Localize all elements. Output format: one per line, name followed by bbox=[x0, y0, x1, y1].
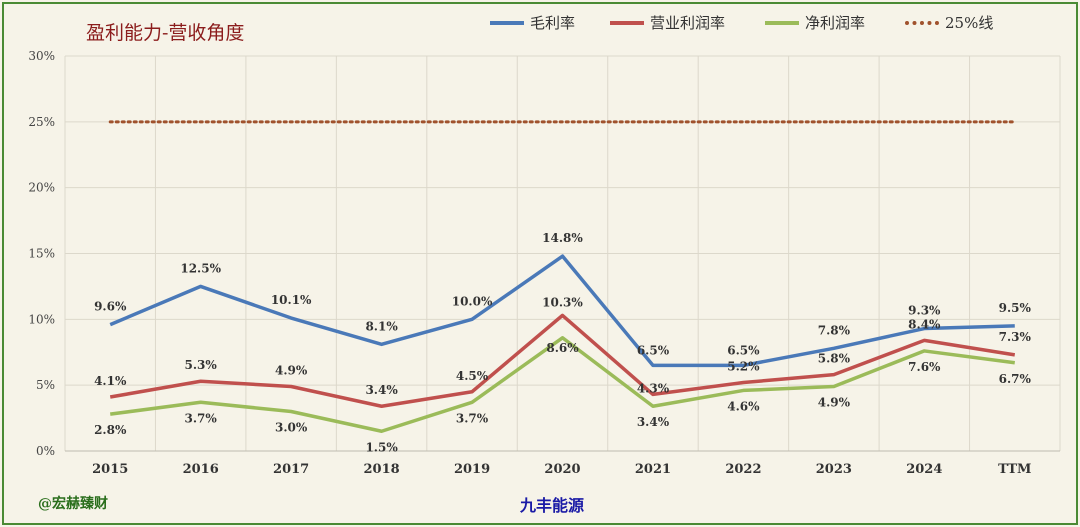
y-tick-label: 25% bbox=[28, 115, 55, 129]
data-label-gross-margin: 9.5% bbox=[999, 301, 1032, 315]
data-label-gross-margin: 7.8% bbox=[818, 323, 851, 337]
legend-label-net-margin: 净利润率 bbox=[805, 14, 866, 32]
y-tick-label: 5% bbox=[36, 378, 55, 392]
company-name: 九丰能源 bbox=[520, 496, 585, 515]
data-label-operating-margin: 5.3% bbox=[185, 358, 218, 372]
y-tick-label: 0% bbox=[36, 444, 55, 458]
data-label-net-margin: 1.5% bbox=[365, 440, 398, 454]
data-label-net-margin: 4.9% bbox=[818, 395, 851, 409]
x-tick-label: 2018 bbox=[363, 462, 399, 477]
y-tick-label: 15% bbox=[28, 247, 55, 261]
data-label-net-margin: 2.8% bbox=[94, 423, 127, 437]
legend-swatch-gross-margin bbox=[490, 20, 524, 25]
data-label-operating-margin: 4.3% bbox=[637, 381, 670, 395]
data-label-net-margin: 3.0% bbox=[275, 421, 308, 435]
x-tick-label: 2016 bbox=[183, 462, 219, 477]
x-tick-label: 2021 bbox=[635, 462, 671, 477]
data-label-net-margin: 3.4% bbox=[637, 415, 670, 429]
series-line-2 bbox=[109, 336, 1016, 433]
legend-item-gross-margin: 毛利率 bbox=[490, 12, 575, 33]
legend-label-operating-margin: 营业利润率 bbox=[650, 14, 726, 32]
data-label-operating-margin: 4.9% bbox=[275, 363, 308, 377]
series-line-1 bbox=[109, 313, 1016, 408]
data-label-gross-margin: 8.1% bbox=[365, 319, 398, 333]
data-label-gross-margin: 14.8% bbox=[542, 231, 583, 245]
x-tick-label: 2019 bbox=[454, 462, 490, 477]
data-label-operating-margin: 5.2% bbox=[727, 360, 760, 374]
data-label-operating-margin: 8.4% bbox=[908, 317, 941, 331]
x-tick-label: 2020 bbox=[544, 462, 580, 477]
data-label-gross-margin: 9.6% bbox=[94, 300, 127, 314]
data-label-gross-margin: 6.5% bbox=[727, 343, 760, 357]
x-tick-label: 2022 bbox=[725, 462, 761, 477]
data-label-gross-margin: 10.0% bbox=[452, 294, 493, 308]
legend-label-25-line: 25%线 bbox=[945, 14, 994, 32]
x-tick-label: 2024 bbox=[906, 462, 942, 477]
chart-title: 盈利能力-营收角度 bbox=[86, 22, 245, 44]
y-tick-label: 10% bbox=[28, 312, 55, 326]
legend-label-gross-margin: 毛利率 bbox=[530, 14, 576, 32]
data-label-operating-margin: 7.3% bbox=[999, 330, 1032, 344]
series-line-0 bbox=[109, 254, 1015, 368]
watermark-text: @宏赫臻财 bbox=[38, 496, 108, 512]
x-tick-label: 2015 bbox=[92, 462, 128, 477]
data-label-gross-margin: 6.5% bbox=[637, 343, 670, 357]
legend-item-25-line: 25%线 bbox=[905, 12, 993, 33]
data-label-gross-margin: 9.3% bbox=[908, 304, 941, 318]
data-label-operating-margin: 4.1% bbox=[94, 374, 127, 388]
legend-item-net-margin: 净利润率 bbox=[765, 12, 865, 33]
data-label-net-margin: 8.6% bbox=[546, 341, 579, 355]
data-label-operating-margin: 4.5% bbox=[456, 369, 489, 383]
x-tick-label: 2023 bbox=[816, 462, 852, 477]
data-label-operating-margin: 5.8% bbox=[818, 352, 851, 366]
data-label-net-margin: 6.7% bbox=[999, 372, 1032, 386]
legend-swatch-operating-margin bbox=[610, 20, 644, 25]
data-label-net-margin: 3.7% bbox=[456, 411, 489, 425]
data-label-gross-margin: 12.5% bbox=[180, 261, 221, 275]
y-tick-label: 20% bbox=[28, 181, 55, 195]
data-label-operating-margin: 10.3% bbox=[542, 295, 583, 309]
data-label-net-margin: 3.7% bbox=[185, 411, 218, 425]
data-label-gross-margin: 10.1% bbox=[271, 293, 312, 307]
x-tick-label: TTM bbox=[998, 462, 1031, 477]
data-label-operating-margin: 3.4% bbox=[365, 383, 398, 397]
data-label-net-margin: 7.6% bbox=[908, 360, 941, 374]
data-label-net-margin: 4.6% bbox=[727, 399, 760, 413]
x-tick-label: 2017 bbox=[273, 462, 309, 477]
legend-swatch-25-line bbox=[905, 20, 939, 25]
chart-legend: 毛利率 营业利润率 净利润率 25%线 bbox=[490, 12, 1070, 36]
legend-item-operating-margin: 营业利润率 bbox=[610, 12, 725, 33]
legend-swatch-net-margin bbox=[765, 20, 799, 25]
y-tick-label: 30% bbox=[28, 49, 55, 63]
